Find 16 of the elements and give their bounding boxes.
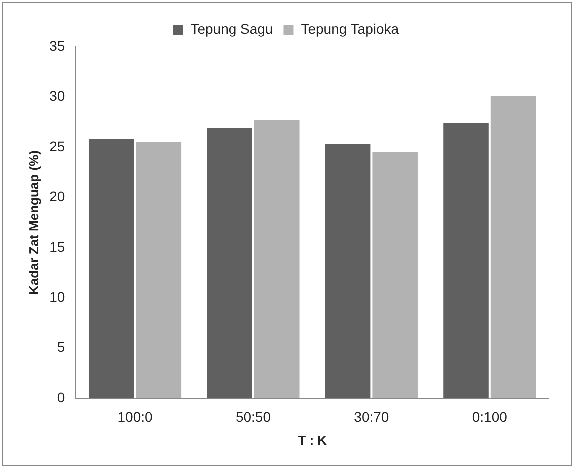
x-tick-label: 0:100: [472, 408, 508, 425]
y-tick-label: 10: [50, 289, 66, 305]
y-axis-title: Kadar Zat Menguap (%): [26, 150, 42, 296]
y-tick-label: 15: [50, 238, 66, 255]
y-tick-label: 5: [57, 339, 66, 356]
x-axis-title: T : K: [298, 432, 328, 448]
x-tick-label: 50:50: [236, 408, 272, 425]
legend-label: Tepung Tapioka: [301, 20, 400, 37]
y-tick-label: 20: [50, 188, 66, 205]
y-tick-label: 35: [50, 38, 66, 54]
x-tick-label: 100:0: [118, 408, 153, 425]
y-tick-label: 30: [50, 88, 66, 104]
legend-label: Tepung Sagu: [190, 20, 274, 37]
y-tick-label: 0: [57, 389, 66, 406]
x-tick-label: 30:70: [354, 408, 390, 425]
y-tick-label: 25: [50, 138, 66, 154]
